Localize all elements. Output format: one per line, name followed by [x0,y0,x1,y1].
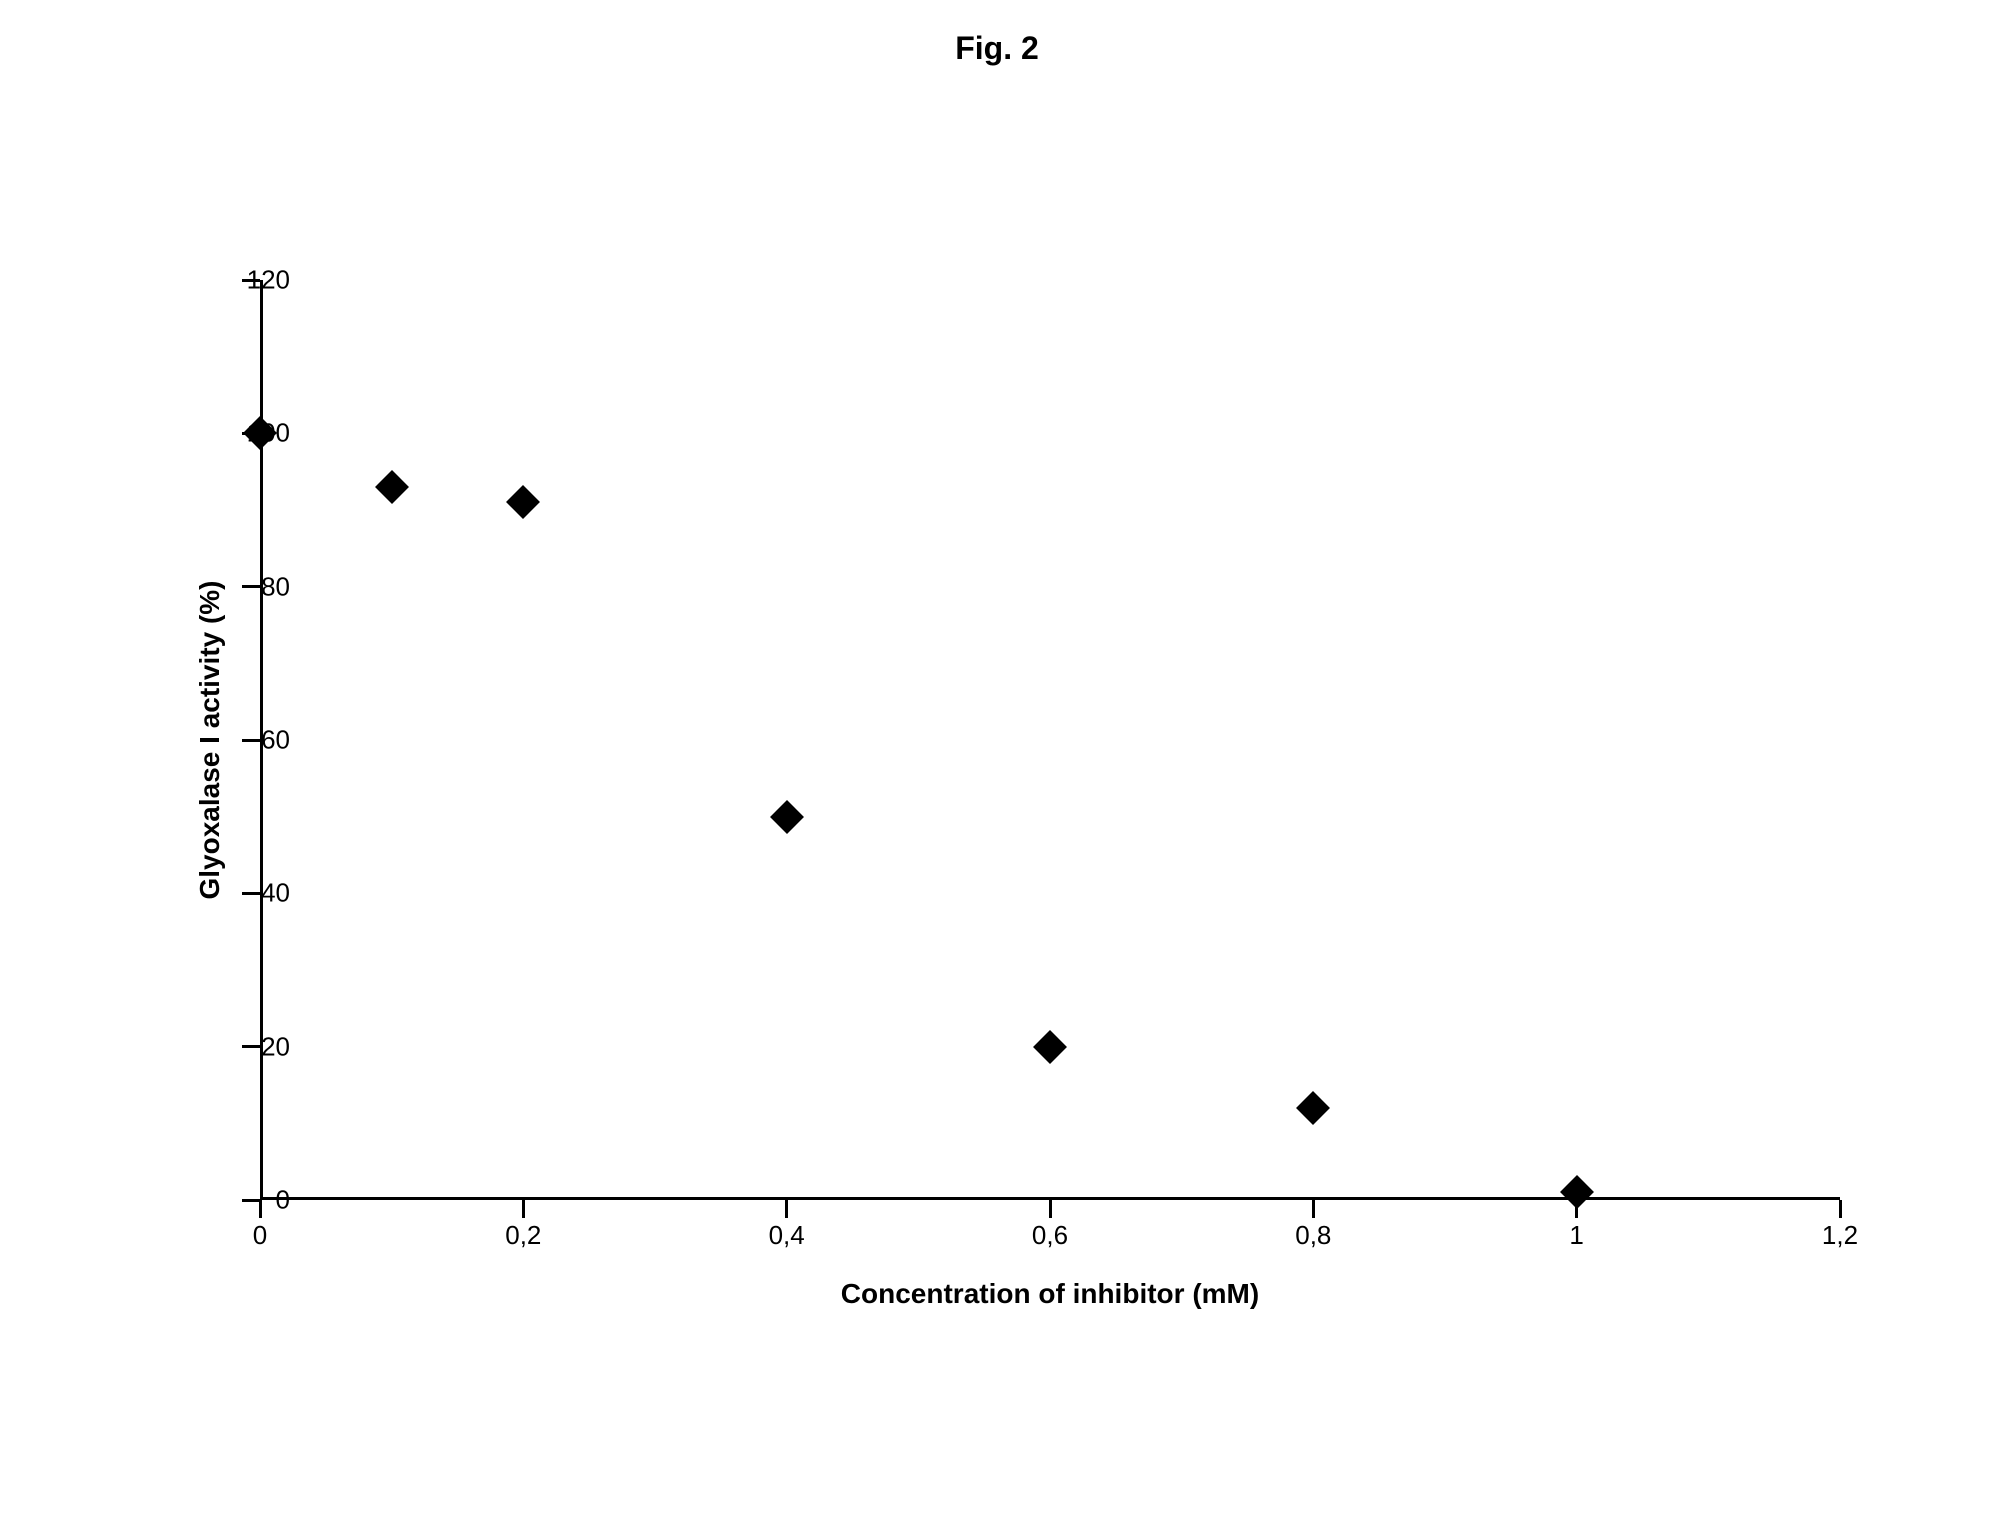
x-tick [522,1200,525,1218]
x-tick-label: 0,8 [1295,1220,1331,1251]
data-point [1296,1091,1330,1125]
x-tick-label: 0,2 [505,1220,541,1251]
x-tick-label: 0,6 [1032,1220,1068,1251]
y-tick-label: 60 [230,725,290,756]
y-tick-label: 40 [230,878,290,909]
x-axis-label: Concentration of inhibitor (mM) [841,1278,1259,1310]
x-tick [1049,1200,1052,1218]
y-tick-label: 100 [230,418,290,449]
y-tick-label: 120 [230,265,290,296]
x-tick-label: 1 [1569,1220,1583,1251]
figure-title: Fig. 2 [955,30,1039,67]
x-tick-label: 0,4 [769,1220,805,1251]
x-tick [1312,1200,1315,1218]
x-tick-label: 1,2 [1822,1220,1858,1251]
y-tick-label: 80 [230,571,290,602]
x-tick-label: 0 [253,1220,267,1251]
y-tick-label: 20 [230,1031,290,1062]
y-tick-label: 0 [230,1185,290,1216]
data-point [375,470,409,504]
x-tick [1839,1200,1842,1218]
data-point [1560,1175,1594,1209]
data-point [506,485,540,519]
data-point [770,800,804,834]
x-tick [785,1200,788,1218]
plot-area: Glyoxalase I activity (%) Concentration … [260,280,1840,1200]
chart-container: Glyoxalase I activity (%) Concentration … [150,280,1900,1360]
y-axis-label: Glyoxalase I activity (%) [194,580,226,899]
data-point [1033,1030,1067,1064]
